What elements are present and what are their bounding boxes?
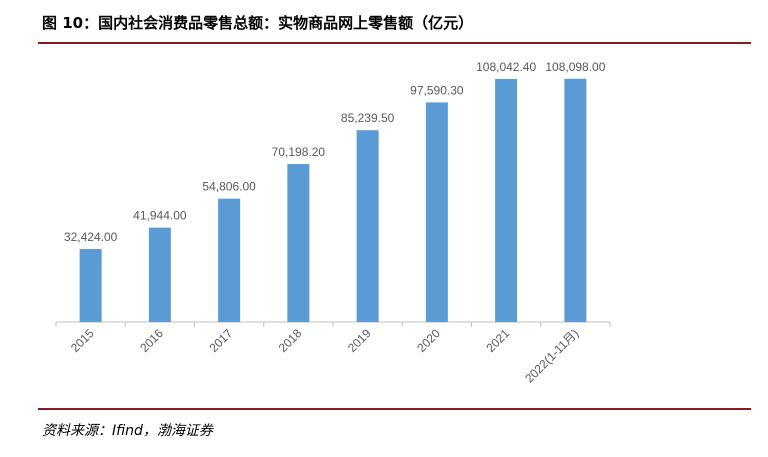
title-divider xyxy=(38,42,751,44)
data-label-2018: 70,198.20 xyxy=(272,145,326,159)
x-tick-label-2022(1-11月): 2022(1-11月) xyxy=(522,326,581,385)
x-tick-label-2020: 2020 xyxy=(414,326,443,355)
x-tick-label-2015: 2015 xyxy=(68,326,97,355)
bar-2016 xyxy=(148,227,171,322)
bar-2017 xyxy=(218,198,241,322)
bar-2022(1-11月) xyxy=(564,78,587,322)
data-label-2016: 41,944.00 xyxy=(133,209,187,223)
figure-title: 图 10：国内社会消费品零售总额：实物商品网上零售额（亿元） xyxy=(42,14,474,32)
bar-2020 xyxy=(425,102,448,323)
data-label-2019: 85,239.50 xyxy=(341,111,395,125)
x-tick-label-2019: 2019 xyxy=(345,326,374,355)
bar-2015 xyxy=(79,249,102,322)
source-divider xyxy=(38,408,751,410)
bar-2019 xyxy=(356,130,379,322)
data-label-2020: 97,590.30 xyxy=(410,83,464,97)
data-label-2022(1-11月): 108,098.00 xyxy=(545,60,605,74)
data-label-2015: 32,424.00 xyxy=(64,230,118,244)
x-tick-label-2016: 2016 xyxy=(137,326,166,355)
x-tick-label-2017: 2017 xyxy=(206,326,235,355)
bar-2018 xyxy=(287,164,310,322)
bar-2021 xyxy=(495,78,518,322)
source-note: 资料来源：Ifind，渤海证券 xyxy=(42,423,213,439)
x-tick-label-2018: 2018 xyxy=(276,326,305,355)
data-label-2017: 54,806.00 xyxy=(202,180,256,194)
x-tick-label-2021: 2021 xyxy=(483,326,512,355)
data-label-2021: 108,042.40 xyxy=(476,60,536,74)
